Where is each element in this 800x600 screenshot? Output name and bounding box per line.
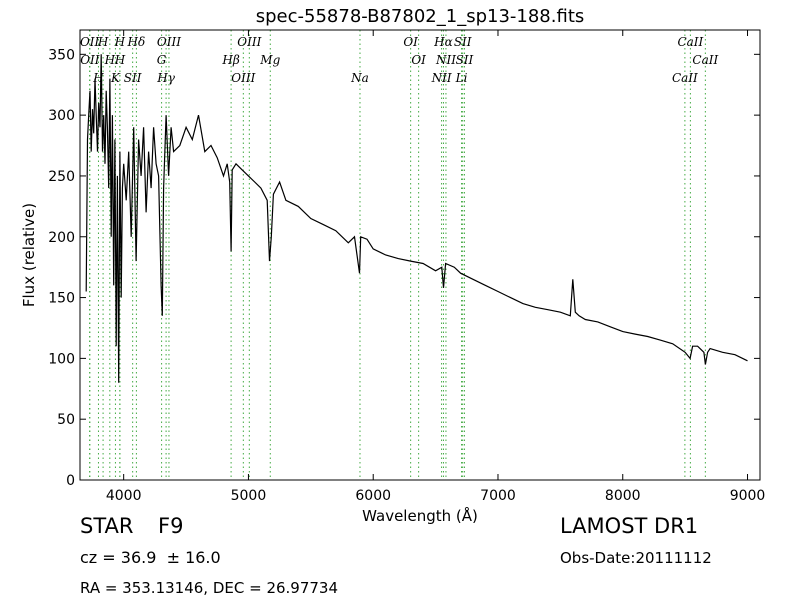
line-marker-label: H: [92, 71, 104, 85]
coordinates-text: RA = 353.13146, DEC = 26.97734: [80, 579, 339, 597]
y-tick-label: 350: [48, 47, 75, 63]
line-marker-label: NII: [431, 71, 452, 85]
spectrum-line: [85, 54, 748, 383]
x-tick-label: 9000: [730, 488, 766, 504]
line-marker-label: CaII: [692, 53, 718, 67]
line-marker-label: H: [114, 35, 126, 49]
line-marker-label: Hβ: [221, 53, 239, 67]
line-marker-label: H: [97, 35, 109, 49]
line-marker-label: OIII: [231, 71, 255, 85]
line-marker-label: OII: [80, 35, 100, 49]
y-axis-ticks: 0 50 100 150 200 250 300 350: [48, 47, 760, 489]
line-marker-label: SII: [124, 71, 142, 85]
x-tick-label: 4000: [106, 488, 142, 504]
x-tick-label: 7000: [480, 488, 516, 504]
x-tick-label: 6000: [355, 488, 391, 504]
y-tick-label: 100: [48, 351, 75, 367]
line-marker-label: NII: [435, 53, 456, 67]
line-marker-label: OI: [411, 53, 426, 67]
line-markers: [89, 30, 706, 480]
chart-title: spec-55878-B87802_1_sp13-188.fits: [256, 6, 585, 27]
line-marker-label: CaII: [672, 71, 698, 85]
y-tick-label: 0: [66, 473, 75, 489]
y-tick-label: 200: [48, 230, 75, 246]
y-tick-label: 150: [48, 291, 75, 307]
line-marker-label: H: [104, 53, 116, 67]
survey-label: LAMOST DR1: [560, 514, 699, 538]
redshift-text: cz = 36.9 ± 16.0: [80, 548, 221, 567]
line-marker-label: SII: [454, 35, 472, 49]
x-tick-label: 5000: [231, 488, 267, 504]
line-marker-label: OII: [80, 53, 100, 67]
x-axis-ticks: 4000 5000 6000 7000 8000 9000: [106, 30, 765, 504]
line-marker-label: Hδ: [127, 35, 146, 49]
y-tick-label: 50: [57, 412, 75, 428]
plot-frame: [79, 29, 761, 481]
line-marker-label: G: [157, 53, 167, 67]
line-marker-label: Hγ: [156, 71, 175, 85]
line-marker-label: Li: [455, 71, 468, 85]
line-marker-labels: OIIOIIHHHKHHSIIHδGHγOIIIHβOIIIOIIIMgNaOI…: [80, 35, 719, 85]
line-marker-label: OIII: [157, 35, 181, 49]
line-marker-label: OI: [403, 35, 418, 49]
line-marker-label: OIII: [237, 35, 261, 49]
obs-date-text: Obs-Date:20111112: [560, 549, 712, 567]
line-marker-label: CaII: [677, 35, 703, 49]
line-marker-label: Mg: [259, 53, 280, 67]
line-marker-label: Hα: [433, 35, 453, 49]
y-axis-label: Flux (relative): [20, 203, 38, 307]
x-axis-label: Wavelength (Å): [362, 506, 478, 525]
line-marker-label: SII: [456, 53, 474, 67]
y-tick-label: 300: [48, 108, 75, 124]
line-marker-label: Na: [350, 71, 369, 85]
y-tick-label: 250: [48, 169, 75, 185]
line-marker-label: H: [114, 53, 126, 67]
subclass-label: F9: [158, 514, 184, 538]
line-marker-label: K: [110, 71, 121, 85]
x-tick-label: 8000: [605, 488, 641, 504]
class-label: STAR: [80, 514, 134, 538]
